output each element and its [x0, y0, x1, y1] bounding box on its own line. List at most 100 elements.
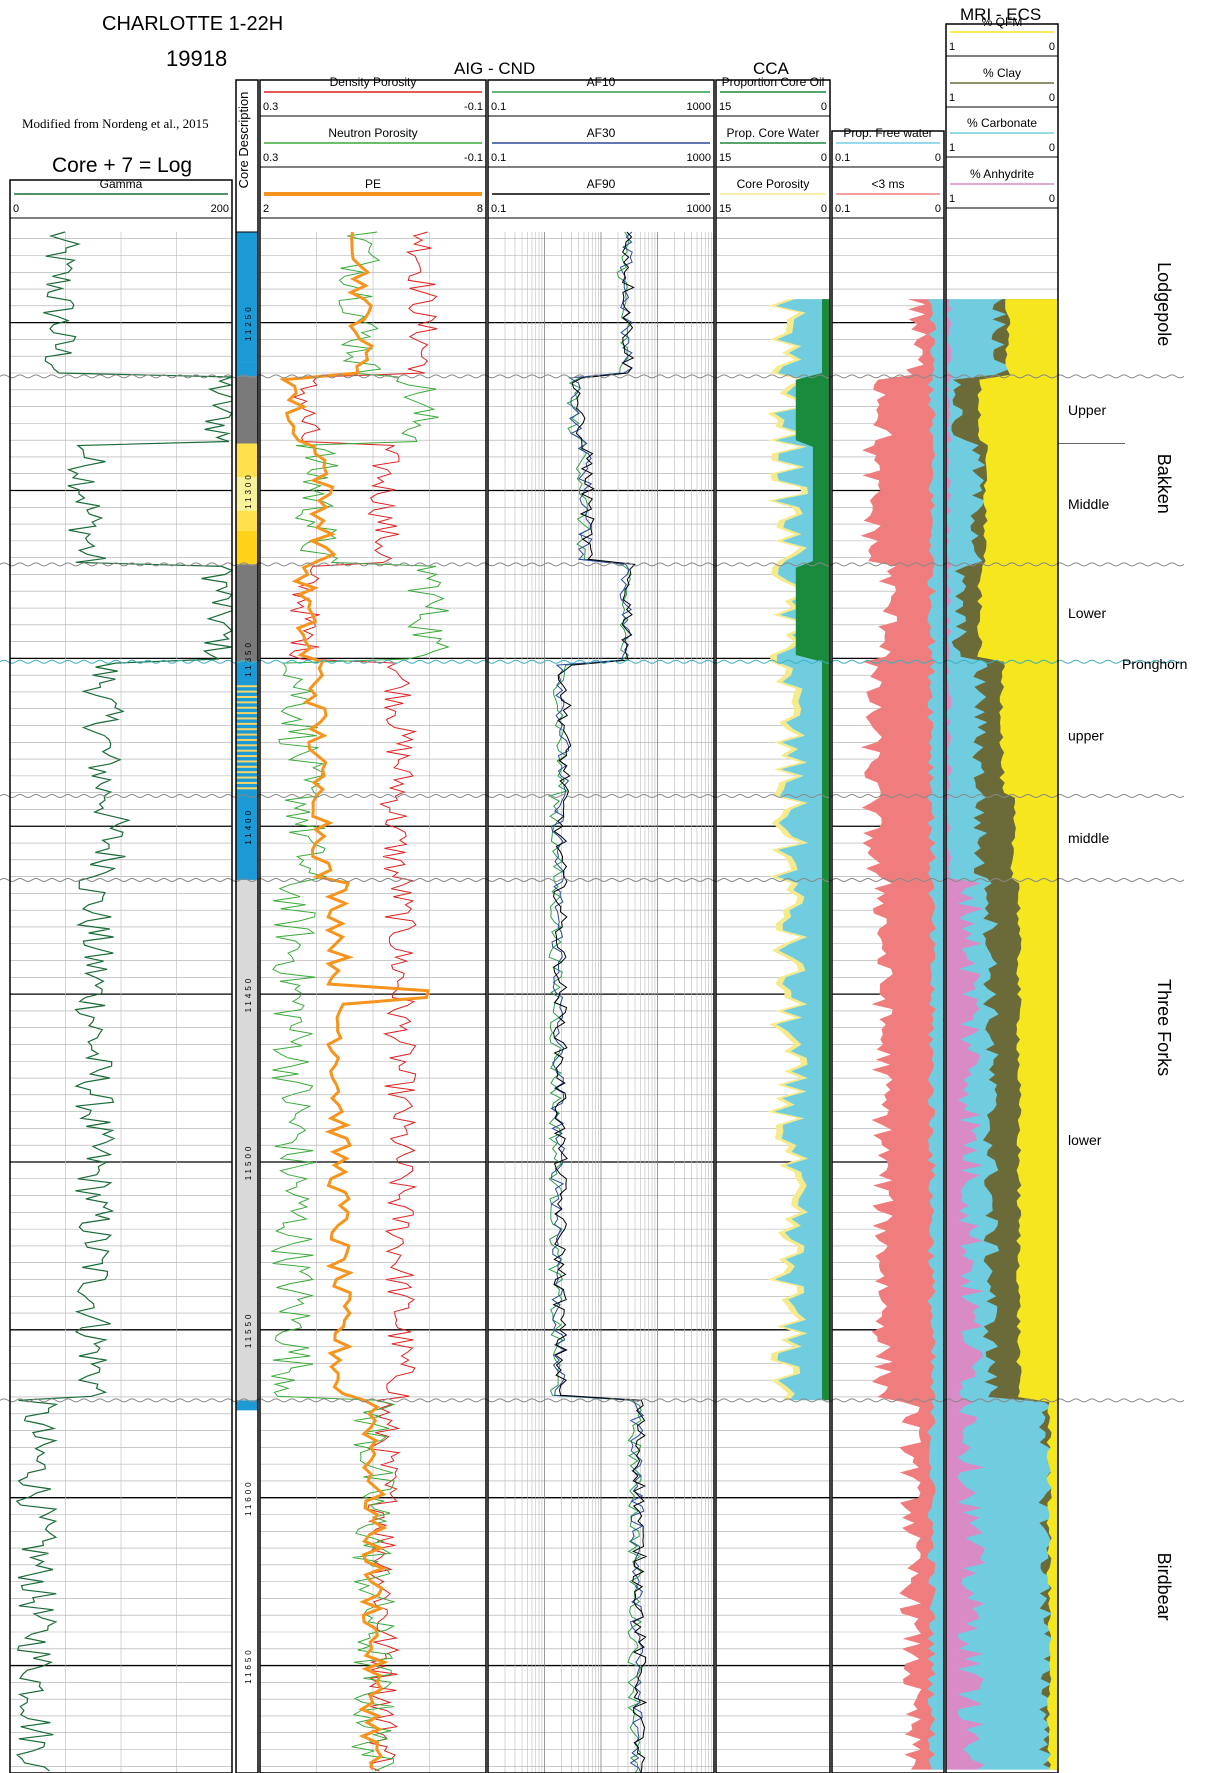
core-segment: [236, 1400, 258, 1411]
curve-name: % Clay: [983, 66, 1021, 80]
scale-min: 15: [719, 203, 731, 215]
formation-label: Three Forks: [1154, 979, 1174, 1076]
unconformity-line: [0, 562, 1185, 567]
fill-curves: [767, 299, 1058, 1770]
scale-min: 0: [13, 203, 19, 215]
curve-name: Core Porosity: [737, 177, 810, 191]
depth-tick-label: 11400: [244, 808, 253, 845]
formation-labels: Lodgepole Bakken Upper Middle Lower Pronghorn…: [1068, 262, 1187, 1621]
curve-name: % Anhydrite: [970, 167, 1034, 181]
core-stripe: [236, 744, 258, 747]
scale-max: 0: [1049, 193, 1055, 205]
scale-max: 8: [477, 203, 483, 215]
unconformity-line: [0, 1398, 1185, 1403]
depth-tick-label: 11450: [244, 976, 253, 1013]
scale-min: 0.1: [835, 152, 850, 164]
unconformity-line: [0, 794, 1185, 799]
well-name-title: CHARLOTTE 1-22H: [102, 13, 283, 35]
mri-ecs-group-title: MRI - ECS: [960, 5, 1041, 24]
depth-tick-label: 11500: [244, 1144, 253, 1181]
curve-name: % Carbonate: [967, 116, 1037, 130]
curve-name: Proportion Core Oil: [722, 75, 825, 89]
af10-curve: [547, 231, 643, 1773]
curve-name: % QFM: [982, 15, 1023, 29]
core-segment: [236, 477, 258, 511]
unconformity-line: [0, 877, 1185, 882]
porosity-frame: [259, 79, 487, 1773]
core-segment: [236, 443, 258, 478]
well-number: 19918: [166, 46, 227, 71]
gamma-curve: [15, 231, 234, 1772]
mri-frame: [831, 130, 945, 1773]
depth-tick-label: 11650: [244, 1647, 253, 1684]
depth-tick-label: 11350: [244, 640, 253, 677]
unconformity-line: [0, 374, 1185, 379]
scale-min: 1: [949, 142, 955, 154]
scale-min: 0.3: [263, 101, 278, 113]
scale-min: 2: [263, 203, 269, 215]
scale-min: 1: [949, 41, 955, 53]
member-label: middle: [1068, 830, 1109, 846]
core-segment: [236, 362, 258, 377]
core-description-column: 11250 11300 11350 11400 11450 11500 11550 11600…: [235, 231, 259, 1773]
scale-min: 0.1: [835, 203, 850, 215]
core-stripe: [236, 765, 258, 768]
scale-max: 1000: [687, 203, 711, 215]
track-frames: [9, 23, 1059, 1773]
gamma-frame: [9, 179, 233, 1773]
depth-tick-label: 11300: [244, 472, 253, 509]
core-stripe: [236, 712, 258, 715]
scale-min: 15: [719, 101, 731, 113]
credit-note: Modified from Nordeng et al., 2015: [22, 116, 209, 131]
core-stripe: [236, 706, 258, 709]
depth-tick-label: 11250: [244, 304, 253, 341]
scale-max: 0: [1049, 41, 1055, 53]
depth-tick-label: 11550: [244, 1312, 253, 1349]
core-segment: [236, 564, 258, 662]
core-shift-label: Core + 7 = Log: [52, 154, 192, 177]
curve-name: Density Porosity: [330, 75, 417, 89]
core-oil-fill: [795, 299, 830, 1401]
scale-min: 0.3: [263, 152, 278, 164]
curve-name: Neutron Porosity: [328, 126, 417, 140]
scale-min: 0.1: [491, 101, 506, 113]
unconformity-lines: [0, 374, 1185, 1403]
resistivity-group-title: AIG - CND: [454, 59, 535, 78]
cca-frame: [715, 79, 831, 1773]
member-label: lower: [1068, 1132, 1102, 1148]
scale-max: 0: [935, 152, 941, 164]
scale-max: 1000: [687, 101, 711, 113]
core-stripe: [236, 771, 258, 774]
scale-min: 1: [949, 92, 955, 104]
neutron-porosity-curve: [271, 231, 451, 1772]
formation-label: Lodgepole: [1154, 262, 1174, 346]
core-segment: [236, 349, 258, 363]
depth-tick-label: 11600: [244, 1479, 253, 1516]
core-stripe: [236, 776, 258, 779]
scale-max: 200: [211, 203, 229, 215]
scale-max: 0: [821, 101, 827, 113]
member-label: Upper: [1068, 402, 1106, 418]
core-description-title: Core Description: [236, 92, 251, 189]
core-stripe: [236, 755, 258, 758]
core-stripe: [236, 717, 258, 720]
curve-name: AF30: [587, 126, 616, 140]
member-label: Pronghorn: [1122, 656, 1187, 672]
member-label: Lower: [1068, 605, 1106, 621]
core-stripe: [236, 749, 258, 752]
curve-name: AF90: [587, 177, 616, 191]
core-segment: [236, 530, 258, 565]
member-label: Middle: [1068, 496, 1109, 512]
core-stripe: [236, 701, 258, 704]
core-segment: [236, 232, 258, 350]
scale-min: 0.1: [491, 152, 506, 164]
core-stripe: [236, 695, 258, 698]
curve-name: Prop. Core Water: [727, 126, 820, 140]
core-stripe: [236, 760, 258, 763]
ecs-frame: [945, 23, 1059, 1773]
formation-label: Birdbear: [1154, 1553, 1174, 1621]
core-segment: [236, 376, 258, 444]
core-stripe: [236, 787, 258, 790]
